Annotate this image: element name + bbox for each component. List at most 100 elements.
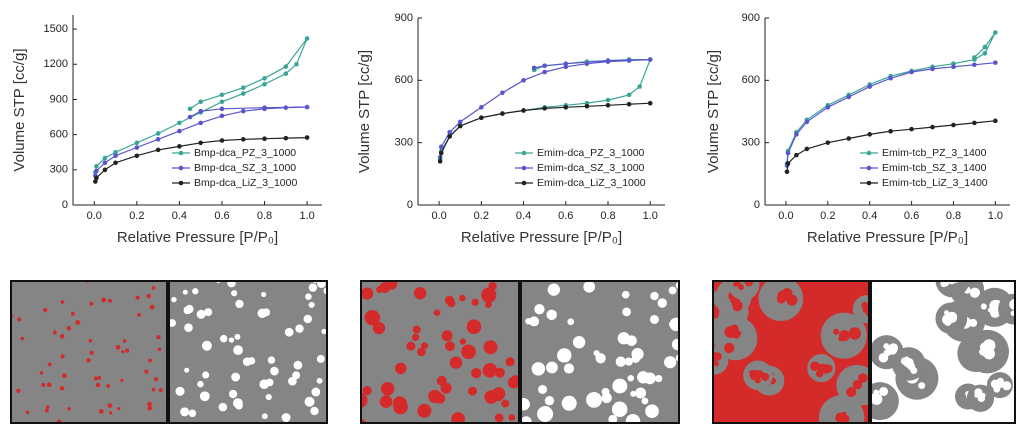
pore: [234, 333, 241, 340]
data-point: [825, 105, 831, 110]
y-tick-label: 1200: [44, 58, 68, 70]
data-point: [584, 104, 590, 109]
data-point: [867, 84, 873, 89]
data-point: [447, 134, 452, 139]
pore: [267, 356, 276, 364]
data-point: [262, 76, 267, 81]
data-point: [134, 140, 140, 146]
pore-schematics: [10, 280, 1016, 424]
data-point: [605, 102, 611, 108]
data-point: [909, 69, 914, 75]
pore: [59, 386, 65, 391]
pore: [406, 341, 416, 351]
pore: [316, 354, 325, 363]
data-point: [102, 155, 108, 161]
pore: [310, 406, 319, 416]
y-tick-label: 900: [742, 12, 760, 24]
pore: [586, 391, 602, 408]
pore: [106, 383, 111, 388]
pore: [308, 283, 318, 292]
pore: [281, 413, 291, 423]
data-point: [177, 128, 182, 134]
pore: [146, 293, 151, 299]
y-tick-label: 300: [395, 137, 413, 149]
pore: [471, 298, 479, 306]
pore: [372, 321, 386, 335]
pore: [510, 375, 520, 384]
pore: [201, 340, 212, 351]
pore-hole: [854, 382, 860, 388]
data-point: [438, 144, 444, 150]
data-point: [563, 105, 569, 110]
pore: [393, 399, 408, 415]
pore: [261, 413, 268, 420]
pore: [25, 410, 30, 415]
pore-hole: [776, 294, 786, 304]
pore: [669, 317, 680, 332]
legend-marker: [521, 150, 527, 156]
pore: [151, 387, 156, 392]
pore: [544, 395, 555, 406]
data-point: [283, 135, 289, 141]
pore-hole: [858, 373, 868, 383]
pore: [433, 309, 441, 316]
y-tick-label: 600: [742, 74, 760, 86]
data-point: [500, 90, 505, 96]
pore: [41, 383, 46, 388]
y-tick-label: 300: [742, 137, 760, 149]
pore: [626, 335, 637, 346]
data-point: [155, 147, 161, 153]
data-point: [542, 63, 547, 69]
pore: [321, 328, 327, 335]
pore-hole: [888, 343, 899, 353]
data-point: [500, 111, 505, 116]
data-point: [605, 97, 611, 103]
pore: [235, 299, 244, 309]
data-point: [647, 57, 653, 62]
x-tick-label: 1.0: [643, 210, 658, 222]
data-point: [479, 115, 484, 121]
pore-hole: [810, 361, 820, 371]
schematic-panel: [520, 280, 680, 424]
pore: [153, 377, 158, 382]
pore: [231, 290, 238, 297]
pore: [631, 348, 644, 361]
data-point: [930, 124, 935, 130]
pore: [228, 389, 238, 399]
pore: [156, 334, 161, 340]
pore-hole: [873, 389, 880, 396]
data-point: [909, 126, 914, 132]
legend-label: Emim-dca_SZ_3_1000: [537, 162, 645, 174]
pore: [67, 407, 71, 411]
data-point: [794, 132, 799, 137]
x-axis-title: Relative Pressure [P/P₀]: [117, 229, 278, 246]
pore: [611, 401, 628, 418]
pore: [197, 380, 204, 388]
pore: [60, 354, 65, 359]
data-point: [198, 99, 203, 105]
pore: [149, 304, 155, 310]
pore: [228, 337, 235, 343]
pore: [520, 397, 530, 411]
pore: [295, 324, 304, 333]
data-point: [283, 71, 289, 76]
data-point: [262, 105, 267, 110]
y-tick-label: 0: [754, 199, 760, 211]
pore: [615, 380, 623, 388]
pore-hole: [944, 310, 950, 316]
x-tick-label: 0.8: [946, 210, 961, 222]
data-point: [113, 153, 118, 159]
pore: [47, 362, 52, 367]
pore: [188, 409, 197, 418]
pore: [461, 344, 476, 360]
data-point: [563, 61, 569, 67]
pore: [39, 371, 44, 375]
pore: [120, 378, 124, 383]
pore: [317, 280, 326, 289]
x-tick-label: 0.4: [516, 210, 531, 222]
pore: [284, 327, 294, 337]
pore: [621, 290, 630, 299]
pore: [265, 393, 272, 401]
pore: [441, 330, 453, 342]
